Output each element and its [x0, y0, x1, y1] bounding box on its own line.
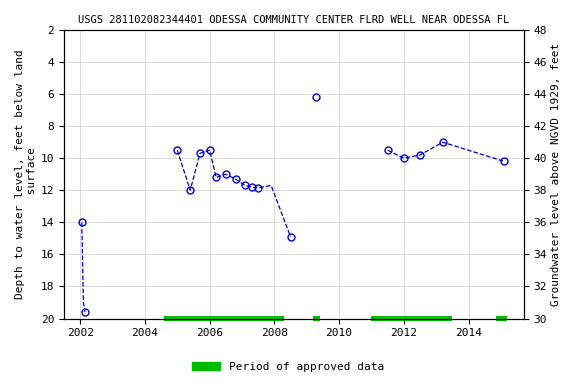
Title: USGS 281102082344401 ODESSA COMMUNITY CENTER FLRD WELL NEAR ODESSA FL: USGS 281102082344401 ODESSA COMMUNITY CE… — [78, 15, 509, 25]
Bar — [164, 316, 284, 321]
Bar — [372, 316, 452, 321]
Legend: Period of approved data: Period of approved data — [188, 358, 388, 377]
Y-axis label: Depth to water level, feet below land
 surface: Depth to water level, feet below land su… — [15, 50, 37, 299]
Bar — [496, 316, 507, 321]
Y-axis label: Groundwater level above NGVD 1929, feet: Groundwater level above NGVD 1929, feet — [551, 43, 561, 306]
Bar — [313, 316, 320, 321]
